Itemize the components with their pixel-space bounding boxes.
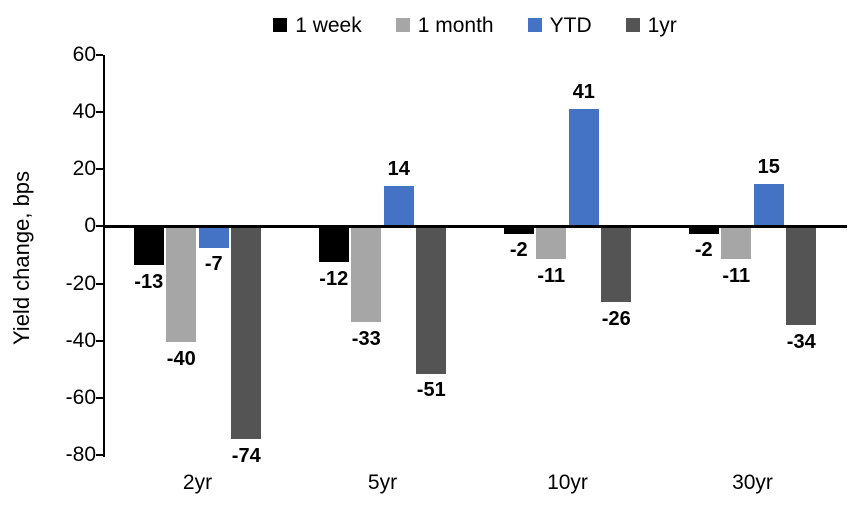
bar[interactable]	[198, 227, 229, 248]
y-tick-label: 40	[72, 100, 96, 124]
legend-swatch	[625, 18, 640, 32]
x-axis-label: 2yr	[182, 471, 213, 494]
legend-label: 1yr	[647, 13, 677, 37]
y-tick-label: 20	[72, 157, 96, 181]
bar[interactable]	[786, 227, 817, 326]
legend-label: YTD	[549, 13, 592, 37]
bar[interactable]	[721, 227, 752, 260]
bar-value-label: -33	[351, 327, 381, 350]
x-axis-label: 10yr	[547, 471, 588, 494]
bar[interactable]	[536, 227, 567, 260]
legend-item[interactable]: 1 week	[273, 15, 362, 36]
bar-value-label: -2	[509, 239, 528, 262]
x-axis-label: 30yr	[732, 471, 773, 494]
bar[interactable]	[688, 227, 719, 234]
bar-value-label: -2	[694, 239, 713, 262]
legend-item[interactable]: 1yr	[625, 13, 677, 37]
y-tick-mark	[96, 282, 103, 285]
y-tick-label: -80	[65, 443, 96, 466]
bar-value-label: -7	[204, 253, 223, 276]
bar-value-label: 15	[757, 155, 780, 178]
y-tick-mark	[96, 225, 103, 228]
y-tick-mark	[96, 339, 103, 342]
bar-value-label: -34	[786, 330, 816, 353]
y-tick-label: -40	[65, 328, 96, 352]
bar[interactable]	[753, 183, 784, 227]
y-tick-label: -20	[65, 271, 96, 295]
legend-swatch	[395, 18, 410, 32]
bar[interactable]	[133, 227, 164, 266]
bar-value-label: -12	[319, 267, 349, 290]
bar-value-label: -40	[166, 347, 196, 370]
y-tick-label: -60	[65, 385, 96, 409]
y-tick-mark	[96, 454, 103, 456]
bar[interactable]	[503, 227, 534, 234]
legend-item[interactable]: 1 month	[395, 13, 494, 37]
legend-label: 1 week	[295, 13, 362, 37]
y-tick-mark	[96, 54, 103, 56]
bar-value-label: -51	[416, 379, 446, 402]
y-tick-mark	[96, 111, 103, 114]
legend-swatch	[527, 18, 542, 32]
y-axis-line	[103, 55, 105, 457]
bar[interactable]	[416, 227, 447, 374]
bar[interactable]	[601, 227, 632, 303]
y-tick-label: 60	[72, 43, 96, 66]
bar-value-label: 41	[572, 81, 595, 104]
bar[interactable]	[231, 227, 262, 440]
y-axis-title: Yield change, bps	[9, 170, 34, 346]
zero-baseline	[103, 225, 847, 229]
y-tick-label: 0	[84, 214, 96, 238]
legend-swatch	[273, 18, 288, 32]
legend-label: 1 month	[417, 13, 494, 37]
bar-value-label: -26	[601, 307, 631, 330]
bar-value-label: -11	[722, 264, 751, 287]
bar[interactable]	[568, 109, 599, 227]
plot-area: -13 -40 -7 -74 -12 -33 14 -51 -2 -11 41 -26 -2 -11 15 -…	[103, 55, 847, 467]
bar[interactable]	[383, 186, 414, 227]
x-axis-label: 5yr	[367, 471, 398, 494]
y-tick-mark	[96, 396, 103, 399]
bar[interactable]	[351, 227, 382, 323]
bar-value-label: -74	[231, 444, 261, 467]
bar[interactable]	[318, 227, 349, 263]
chart-legend: 1 week 1 month YTD 1yr	[105, 8, 845, 42]
legend-item[interactable]: YTD	[527, 13, 592, 37]
y-tick-mark	[96, 168, 103, 171]
bar-value-label: -11	[537, 264, 566, 287]
bar-value-label: -13	[134, 270, 164, 293]
bar-value-label: 14	[387, 158, 410, 181]
bar[interactable]	[166, 227, 197, 343]
